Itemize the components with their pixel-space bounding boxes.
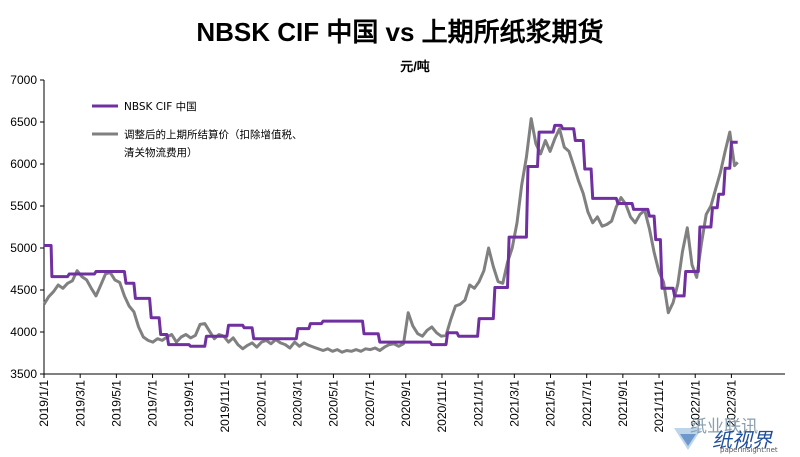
x-tick-label: 2019/5/1	[110, 380, 124, 427]
x-tick-label: 2021/11/1	[652, 380, 666, 433]
series-line-nbsk	[44, 123, 738, 348]
y-tick-label: 6500	[10, 115, 37, 129]
x-tick-label: 2020/3/1	[290, 380, 304, 427]
x-tick-label: 2021/3/1	[508, 380, 522, 427]
series-line-shfe	[42, 117, 739, 354]
y-axis-unit: 元/吨	[400, 59, 430, 74]
x-tick-label: 2022/3/1	[725, 380, 739, 427]
watermark-url: paperinsight.net	[720, 446, 778, 454]
y-tick-label: 3500	[10, 367, 37, 381]
watermark-text-2: 纸视界	[712, 428, 772, 452]
x-tick-label: 2020/7/1	[363, 380, 377, 427]
legend-label-shfe-cont: 清关物流费用）	[124, 146, 198, 159]
x-tick-label: 2019/7/1	[146, 380, 160, 427]
x-tick-label: 2020/11/1	[435, 380, 449, 433]
legend-label-nbsk: NBSK CIF 中国	[124, 100, 197, 113]
x-tick-label: 2019/3/1	[73, 380, 87, 427]
x-tick-label: 2021/7/1	[580, 380, 594, 427]
y-tick-label: 5000	[10, 241, 37, 255]
x-tick-label: 2022/1/1	[688, 380, 702, 427]
x-tick-label: 2019/9/1	[182, 380, 196, 427]
y-tick-label: 4000	[10, 325, 37, 339]
x-tick-label: 2021/9/1	[616, 380, 630, 427]
y-tick-label: 4500	[10, 283, 37, 297]
y-tick-label: 7000	[10, 73, 37, 87]
x-tick-label: 2020/9/1	[399, 380, 413, 427]
x-tick-label: 2021/1/1	[471, 380, 485, 427]
y-tick-label: 6000	[10, 157, 37, 171]
x-tick-label: 2020/1/1	[254, 380, 268, 427]
x-tick-label: 2020/5/1	[327, 380, 341, 427]
x-tick-label: 2021/5/1	[544, 380, 558, 427]
watermark-text-1: 纸业联讯	[690, 417, 758, 437]
legend-label-shfe: 调整后的上期所结算价（扣除增值税、	[124, 128, 303, 141]
x-tick-label: 2019/11/1	[218, 380, 232, 433]
axes: 3500 4000 4500 5000 5500 6000 6500 7000 2019/1/1…	[10, 73, 785, 433]
series-lines	[42, 117, 739, 354]
y-tick-label: 5500	[10, 199, 37, 213]
chart-title: NBSK CIF 中国 vs 上期所纸浆期货	[196, 17, 604, 47]
x-tick-label: 2019/1/1	[37, 380, 51, 427]
paperinsight-logo-icon	[674, 428, 702, 450]
watermark: 纸业联讯 纸视界 paperinsight.net	[668, 412, 796, 454]
